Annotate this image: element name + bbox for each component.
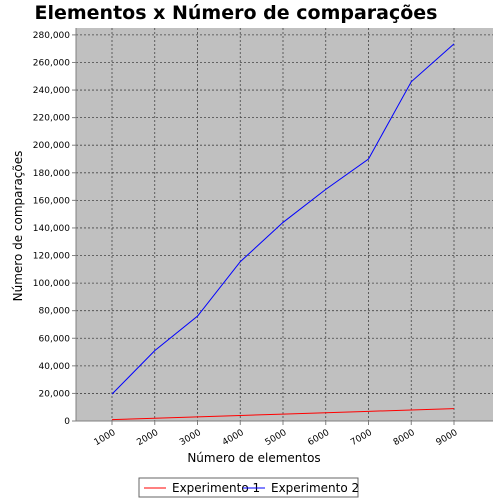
y-tick-label: 80,000 [39,307,71,317]
x-axis-ticks: 1000 2000 3000 4000 5000 6000 7000 8000 9000 [93,421,460,448]
x-tick-label: 6000 [306,428,331,448]
legend: Experimento 1 Experimento 2 [138,477,359,498]
y-tick-label: 20,000 [39,389,71,399]
grid-lines [76,28,493,421]
y-tick-label: 160,000 [33,196,70,206]
y-axis-label: Número de comparações [11,151,25,302]
series-line-2 [111,43,455,395]
x-tick-label: 1000 [93,428,118,448]
y-tick-label: 60,000 [39,334,71,344]
y-tick-label: 220,000 [33,114,70,124]
y-tick-label: 40,000 [39,362,71,372]
y-tick-label: 280,000 [33,31,70,41]
legend-label-2: Experimento 2 [271,481,359,495]
y-tick-label: 200,000 [33,141,70,151]
series-line-1 [111,408,455,421]
chart-title: Elementos x Número de comparações [34,2,437,24]
x-tick-label: 5000 [264,428,289,448]
x-axis-label: Número de elementos [187,451,320,465]
legend-label-1: Experimento 1 [172,481,260,495]
y-tick-label: 240,000 [33,86,70,96]
y-tick-label: 260,000 [33,58,70,68]
y-tick-label: 0 [64,417,70,427]
x-tick-label: 4000 [221,428,246,448]
y-tick-label: 180,000 [33,169,70,179]
x-tick-label: 2000 [135,428,160,448]
x-tick-label: 3000 [178,428,203,448]
y-tick-label: 100,000 [33,279,70,289]
y-tick-label: 140,000 [33,224,70,234]
series-lines [111,43,455,421]
y-axis-ticks: 0 20,000 40,000 60,000 80,000 100,000 120,000 1… [33,31,76,427]
plot-area [76,28,493,421]
y-tick-label: 120,000 [33,252,70,262]
axes [75,28,493,422]
x-tick-label: 9000 [435,428,460,448]
x-tick-label: 8000 [392,428,417,448]
x-tick-label: 7000 [349,428,374,448]
